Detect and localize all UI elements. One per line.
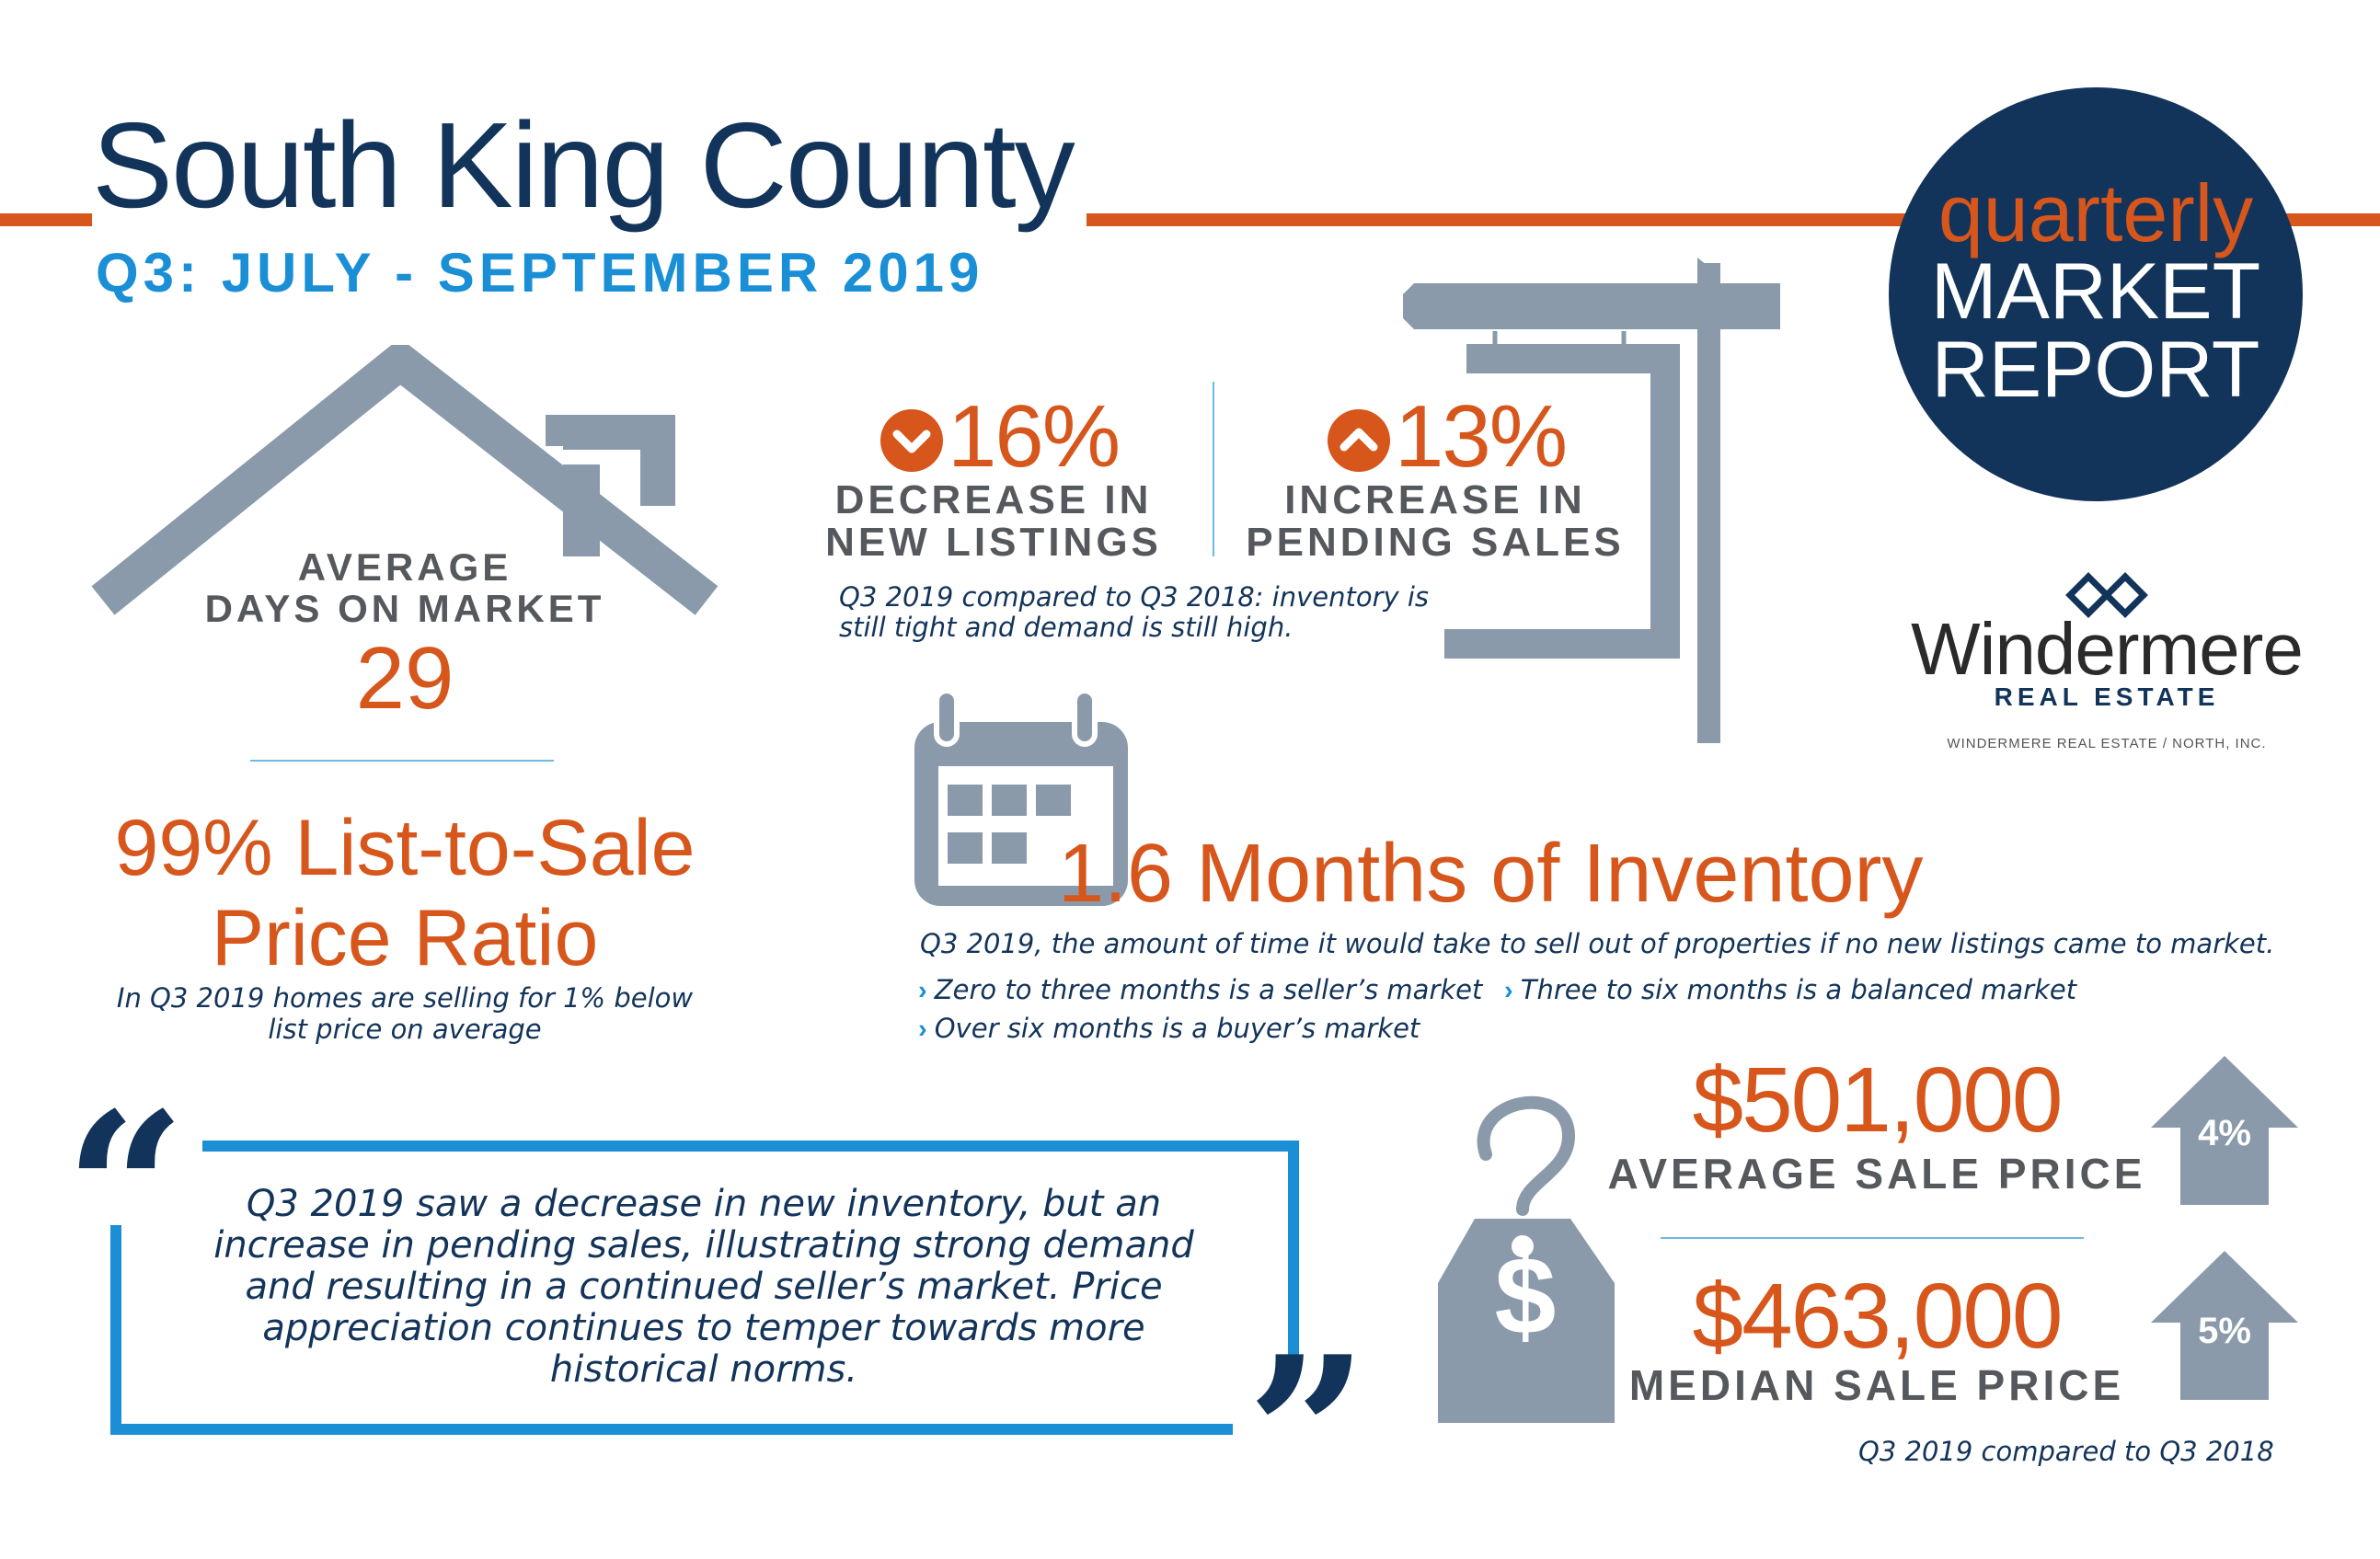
increase-arrow-icon	[1328, 409, 1390, 472]
quote-text-1: Q3 2019 saw a decrease in new inventory,…	[246, 1183, 1162, 1225]
quote-text-2: increase in pending sales, illustrating …	[213, 1224, 1194, 1267]
open-quote-icon: “	[64, 1067, 187, 1315]
avg-up-arrow-icon	[2151, 1056, 2298, 1205]
inventory-bullet-1: › Zero to three months is a seller’s mar…	[918, 973, 1482, 1007]
quote-gap-right	[1233, 1361, 1334, 1453]
decrease-arrow-icon	[880, 409, 943, 472]
windermere-logo-icon	[2065, 572, 2148, 618]
bullet-chevron-icon: ›	[1504, 976, 1513, 1005]
median-price-value: $463,000	[1692, 1265, 2063, 1368]
page-title: South King County	[92, 97, 1087, 235]
quote-text-3: and resulting in a continued seller’s ma…	[245, 1266, 1163, 1308]
quote-gap-left	[101, 1129, 202, 1225]
bullet-chevron-icon: ›	[918, 1014, 927, 1044]
page-subtitle: Q3: JULY - SEPTEMBER 2019	[96, 242, 984, 304]
sign-post-icon	[1403, 258, 1780, 743]
house-icon	[91, 345, 719, 615]
listings-divider	[1213, 382, 1214, 556]
badge-report: REPORT	[1931, 326, 2260, 414]
calendar-icon	[914, 688, 1128, 906]
badge-quarterly: quarterly	[1937, 167, 2254, 258]
dom-value: 29	[355, 629, 454, 728]
median-price-label: MEDIAN SALE PRICE	[1628, 1361, 2125, 1409]
ratio-line-2: Price Ratio	[211, 894, 599, 982]
quote-text-5: historical norms.	[549, 1348, 858, 1391]
inventory-bullet-3: › Over six months is a buyer’s market	[918, 1012, 1420, 1046]
price-divider	[1661, 1237, 2084, 1239]
bullet-text: Zero to three months is a seller’s marke…	[934, 974, 1483, 1005]
divider-left	[250, 760, 554, 762]
quote-text-4: appreciation continues to temper towards…	[262, 1307, 1145, 1349]
ratio-line-1: 99% List-to-Sale	[114, 804, 696, 892]
pending-value: 13%	[1395, 387, 1568, 486]
avg-change: 4%	[2198, 1113, 2251, 1153]
listings-note-2: still tight and demand is still high.	[839, 612, 1293, 643]
pending-label-2: PENDING SALES	[1233, 521, 1638, 565]
brand-tagline: REAL ESTATE	[1994, 682, 2220, 711]
ratio-note-2: list price on average	[268, 1014, 542, 1045]
pending-label-1: INCREASE IN	[1233, 478, 1638, 522]
price-tag-icon	[1438, 1095, 1615, 1423]
median-change: 5%	[2198, 1311, 2251, 1351]
brand-office: WINDERMERE REAL ESTATE / NORTH, INC.	[1947, 736, 2267, 751]
dom-label-2: DAYS ON MARKET	[204, 587, 605, 630]
bullet-text: Over six months is a buyer’s market	[934, 1013, 1420, 1044]
tag-dollar-icon: $	[1494, 1234, 1557, 1358]
bullet-chevron-icon: ›	[918, 976, 927, 1005]
inventory-title: 1.6 Months of Inventory	[1058, 828, 1924, 920]
avg-price-label: AVERAGE SALE PRICE	[1607, 1150, 2146, 1198]
listings-note-1: Q3 2019 compared to Q3 2018: inventory i…	[839, 581, 1430, 613]
median-up-arrow-icon	[2151, 1251, 2298, 1400]
ratio-note-1: In Q3 2019 homes are selling for 1% belo…	[116, 982, 694, 1014]
report-badge	[1889, 87, 2303, 501]
brand-name: Windermere	[1911, 608, 2304, 690]
bullet-text: Three to six months is a balanced market	[1520, 974, 2077, 1005]
dom-label-1: AVERAGE	[297, 545, 512, 589]
new-listings-label-1: DECREASE IN	[834, 477, 1153, 522]
inventory-note: Q3 2019, the amount of time it would tak…	[920, 928, 2275, 959]
new-listings-value: 16%	[948, 387, 1121, 486]
avg-price-value: $501,000	[1692, 1049, 2063, 1152]
prices-note: Q3 2019 compared to Q3 2018	[1858, 1436, 2274, 1467]
inventory-bullet-2: › Three to six months is a balanced mark…	[1504, 973, 2076, 1007]
new-listings-label-2: NEW LISTINGS	[825, 520, 1162, 565]
close-quote-icon: ”	[1247, 1311, 1369, 1559]
badge-market: MARKET	[1930, 247, 2261, 336]
